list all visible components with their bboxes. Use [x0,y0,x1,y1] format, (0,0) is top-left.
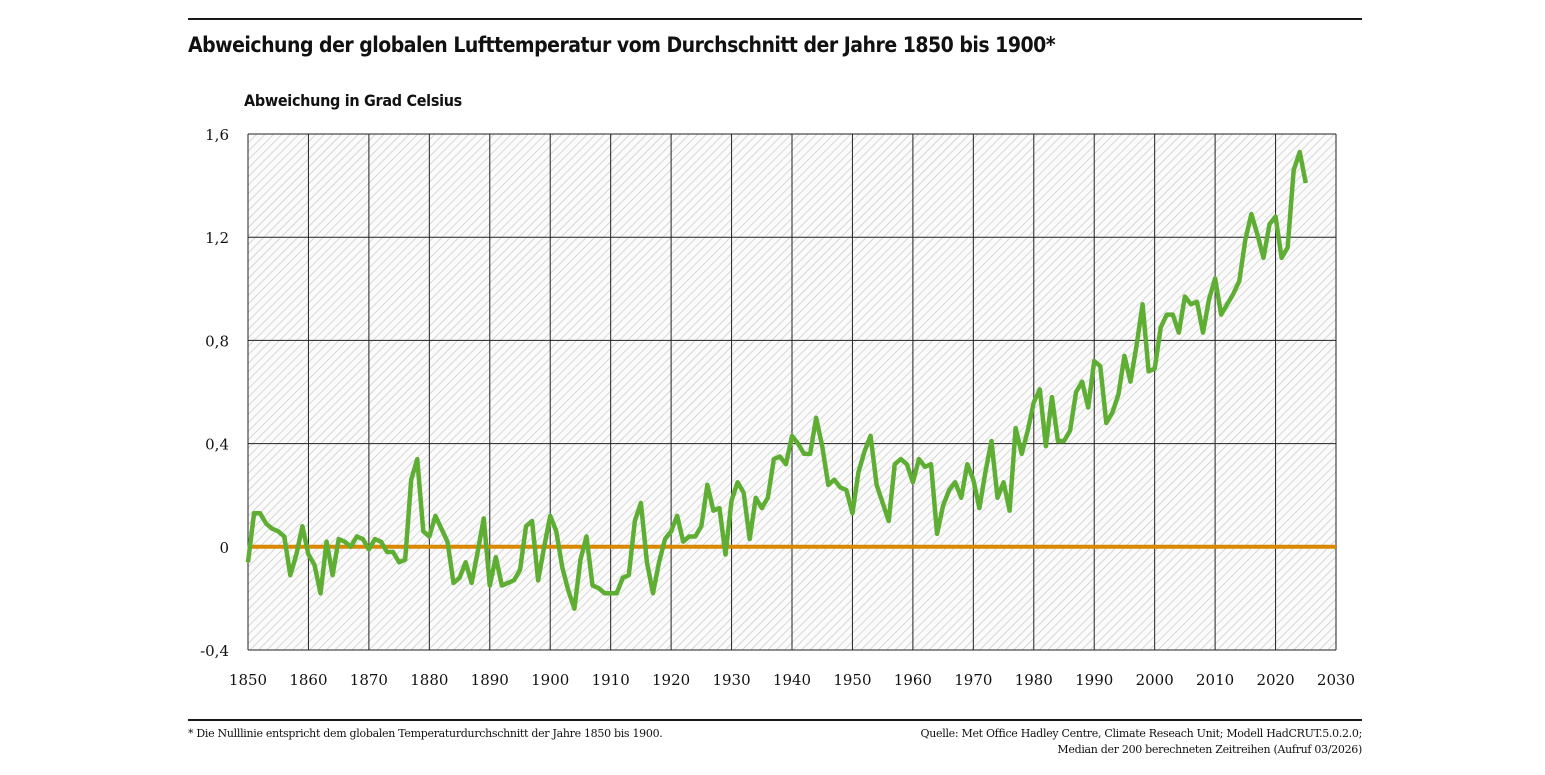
x-tick-label: 1970 [954,671,992,689]
x-tick-label: 1890 [471,671,509,689]
x-tick-label: 1870 [350,671,388,689]
chart-title: Abweichung der globalen Lufttemperatur v… [188,33,1056,57]
x-tick-label: 2020 [1256,671,1294,689]
x-tick-label: 1950 [833,671,871,689]
x-tick-label: 1930 [712,671,750,689]
x-tick-label: 1990 [1075,671,1113,689]
x-tick-label: 1910 [592,671,630,689]
x-tick-label: 2030 [1317,671,1355,689]
top-rule [188,18,1362,20]
bottom-rule [188,719,1362,721]
y-tick-label: 0,8 [205,332,229,350]
y-tick-label: 0 [219,539,229,557]
footnote: * Die Nulllinie entspricht dem globalen … [188,727,663,740]
y-axis-label: Abweichung in Grad Celsius [244,91,462,110]
x-tick-label: 1900 [531,671,569,689]
x-tick-label: 2000 [1136,671,1174,689]
x-tick-label: 1960 [894,671,932,689]
y-tick-label: 0,4 [205,436,229,454]
source-line-1: Quelle: Met Office Hadley Centre, Climat… [920,727,1363,740]
temperature-series-line [245,149,1308,611]
x-tick-label: 1940 [773,671,811,689]
x-tick-label: 1860 [289,671,327,689]
x-tick-label: 1880 [410,671,448,689]
source-line-2: Median der 200 berechneten Zeitreihen (A… [1057,743,1362,756]
x-tick-label: 1850 [229,671,267,689]
x-tick-label: 1980 [1015,671,1053,689]
y-tick-label: 1,2 [205,229,229,247]
x-tick-label: 1920 [652,671,690,689]
y-tick-label: 1,6 [205,126,229,144]
y-tick-label: -0,4 [200,642,229,660]
x-tick-label: 2010 [1196,671,1234,689]
